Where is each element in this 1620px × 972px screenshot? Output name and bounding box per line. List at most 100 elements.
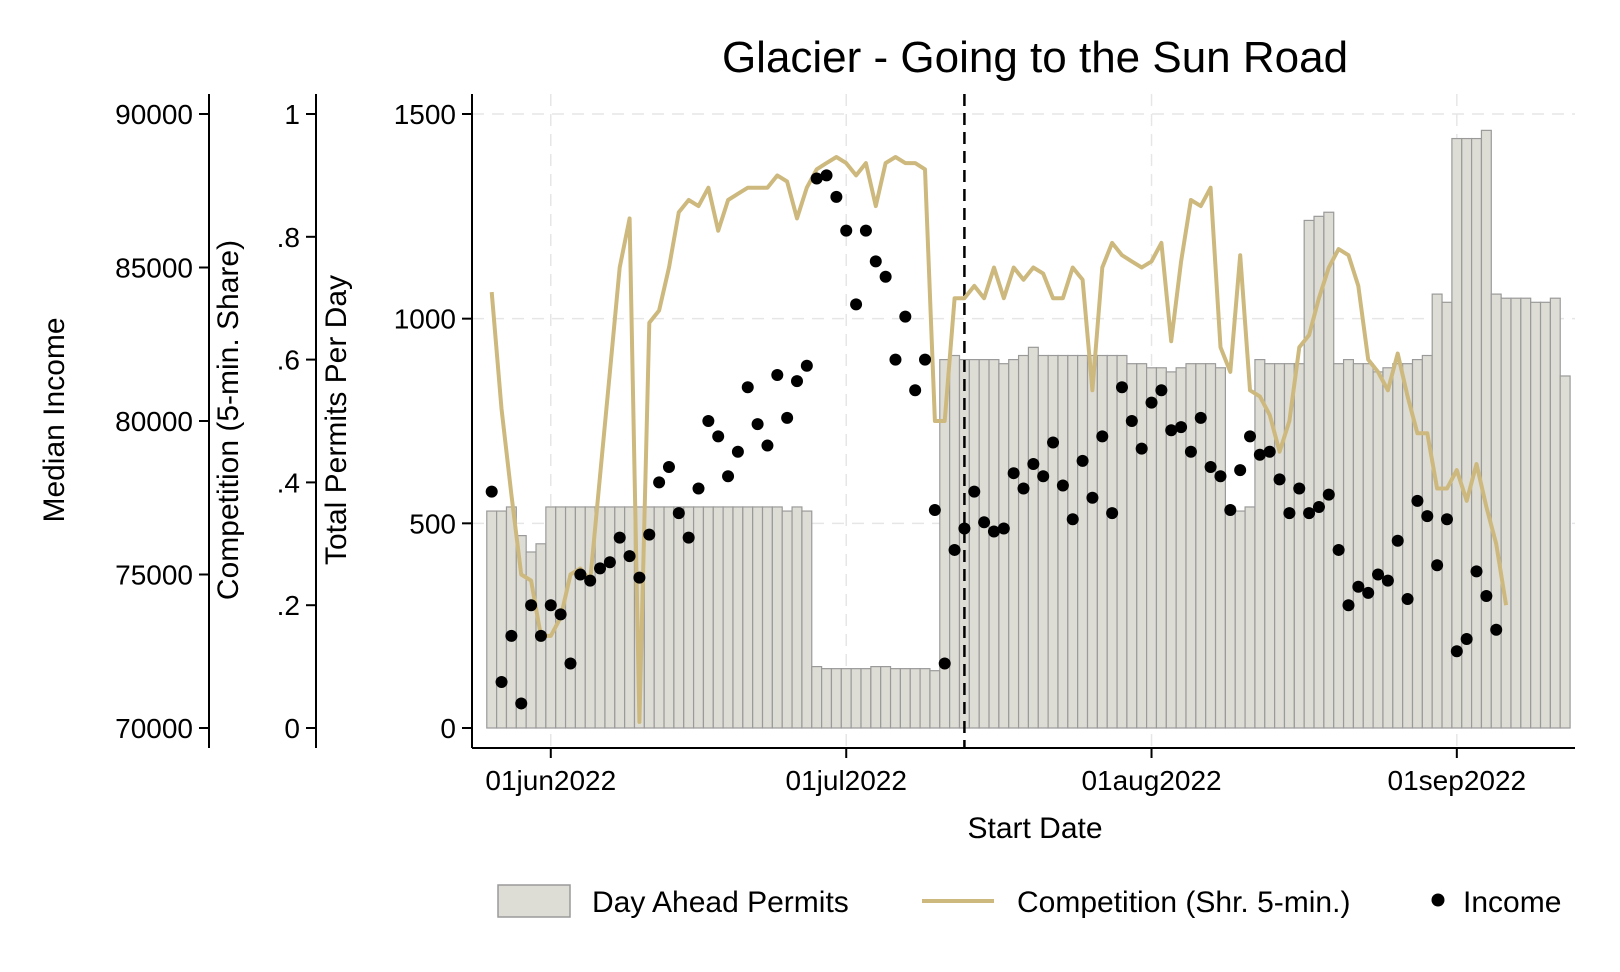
- permit-bar: [1086, 354, 1098, 729]
- permit-bar: [1234, 510, 1246, 729]
- income-point: [1244, 430, 1257, 443]
- permit-bar: [1205, 363, 1217, 729]
- permit-bar: [929, 670, 941, 729]
- income-point: [594, 562, 607, 575]
- income-point: [1204, 461, 1217, 474]
- permit-bar: [1047, 354, 1059, 729]
- income-point: [643, 528, 656, 541]
- y-axis-label-permits: Total Permits Per Day: [320, 275, 353, 565]
- income-point: [1096, 430, 1109, 443]
- income-point: [1283, 507, 1296, 520]
- permit-bar: [889, 668, 901, 729]
- permit-bars: [486, 129, 1571, 729]
- income-point: [1106, 507, 1119, 520]
- permit-bar: [1106, 354, 1118, 729]
- income-point: [1401, 593, 1414, 606]
- income-point: [1480, 589, 1493, 602]
- income-point: [1066, 513, 1079, 526]
- income-point: [702, 415, 715, 427]
- permit-bar: [1224, 506, 1236, 729]
- permit-bar: [1057, 354, 1069, 729]
- income-point: [741, 381, 754, 394]
- income-point: [1253, 448, 1266, 461]
- income-point: [564, 657, 577, 670]
- income-point: [997, 522, 1010, 535]
- legend-line-label: Competition (Shr. 5-min.): [1017, 886, 1350, 919]
- permit-bar: [594, 506, 606, 729]
- income-point: [1135, 442, 1148, 455]
- permit-bar: [1274, 363, 1286, 729]
- income-point: [1184, 445, 1197, 458]
- permit-bar: [1480, 129, 1492, 729]
- permit-bar: [978, 359, 990, 729]
- legend: Day Ahead Permits Competition (Shr. 5-mi…: [497, 884, 1561, 919]
- income-point: [800, 359, 813, 372]
- income-point: [1362, 586, 1375, 599]
- permit-bar: [505, 506, 517, 729]
- income-point: [1037, 470, 1050, 483]
- permit-bar: [1549, 297, 1561, 729]
- y-tick-label-competition: .8: [277, 222, 300, 253]
- permit-bar: [909, 668, 921, 729]
- y-tick-label-income: 70000: [115, 713, 193, 744]
- income-point: [692, 482, 705, 495]
- permit-bar: [840, 668, 852, 729]
- permit-bar: [712, 506, 724, 729]
- income-point: [909, 384, 922, 397]
- permit-bar: [496, 510, 508, 729]
- y-tick-label-competition: .2: [277, 590, 300, 621]
- income-point: [1017, 482, 1030, 495]
- permit-bar: [1067, 354, 1079, 729]
- permit-bar: [564, 506, 577, 729]
- permit-bar: [702, 506, 714, 729]
- permit-bar: [1402, 363, 1414, 729]
- income-point: [1342, 599, 1355, 612]
- permit-bar: [1431, 293, 1443, 729]
- income-point: [790, 375, 803, 388]
- income-point: [1372, 568, 1385, 581]
- income-point: [515, 697, 528, 710]
- permit-bar: [574, 506, 586, 729]
- income-point: [978, 516, 991, 529]
- permit-bar: [1244, 506, 1256, 729]
- income-point: [1214, 470, 1227, 483]
- income-point: [1460, 632, 1473, 645]
- income-point: [505, 629, 518, 642]
- income-point: [1027, 457, 1040, 470]
- income-point: [1312, 500, 1325, 513]
- income-point: [948, 543, 961, 556]
- y-tick-label-income: 75000: [115, 560, 193, 591]
- axes: 70000 75000 80000 85000 90000 0 .2 .4 .6 .8 1 0 500 1…: [115, 94, 1575, 796]
- income-point: [672, 507, 685, 520]
- permit-bar: [1342, 359, 1355, 729]
- permit-bar: [899, 668, 911, 729]
- income-point: [722, 470, 735, 483]
- income-point: [1263, 445, 1276, 458]
- permit-bar: [545, 506, 557, 729]
- income-point: [574, 568, 587, 581]
- income-point: [928, 504, 941, 517]
- permit-bar: [732, 506, 744, 729]
- income-point: [525, 599, 538, 612]
- income-point: [1047, 436, 1060, 449]
- permit-bar: [1116, 354, 1128, 729]
- income-point: [662, 461, 675, 474]
- permit-bar: [1293, 363, 1305, 729]
- income-point: [1007, 467, 1020, 480]
- permit-bar: [1254, 359, 1266, 729]
- income-point: [554, 608, 567, 621]
- income-point: [1411, 494, 1424, 507]
- permit-bar: [692, 506, 705, 729]
- y-tick-label-competition: 1: [284, 99, 300, 130]
- income-point: [919, 353, 932, 366]
- income-point: [879, 270, 892, 283]
- permit-bar: [1530, 301, 1542, 729]
- y-axis-label-income: Median Income: [38, 317, 71, 522]
- y-tick-label-income: 80000: [115, 406, 193, 437]
- income-point: [1125, 415, 1138, 427]
- income-point: [1115, 381, 1128, 394]
- permit-bar: [742, 506, 754, 729]
- income-point: [584, 574, 597, 587]
- income-point: [1352, 580, 1365, 593]
- permit-bar: [1520, 297, 1532, 729]
